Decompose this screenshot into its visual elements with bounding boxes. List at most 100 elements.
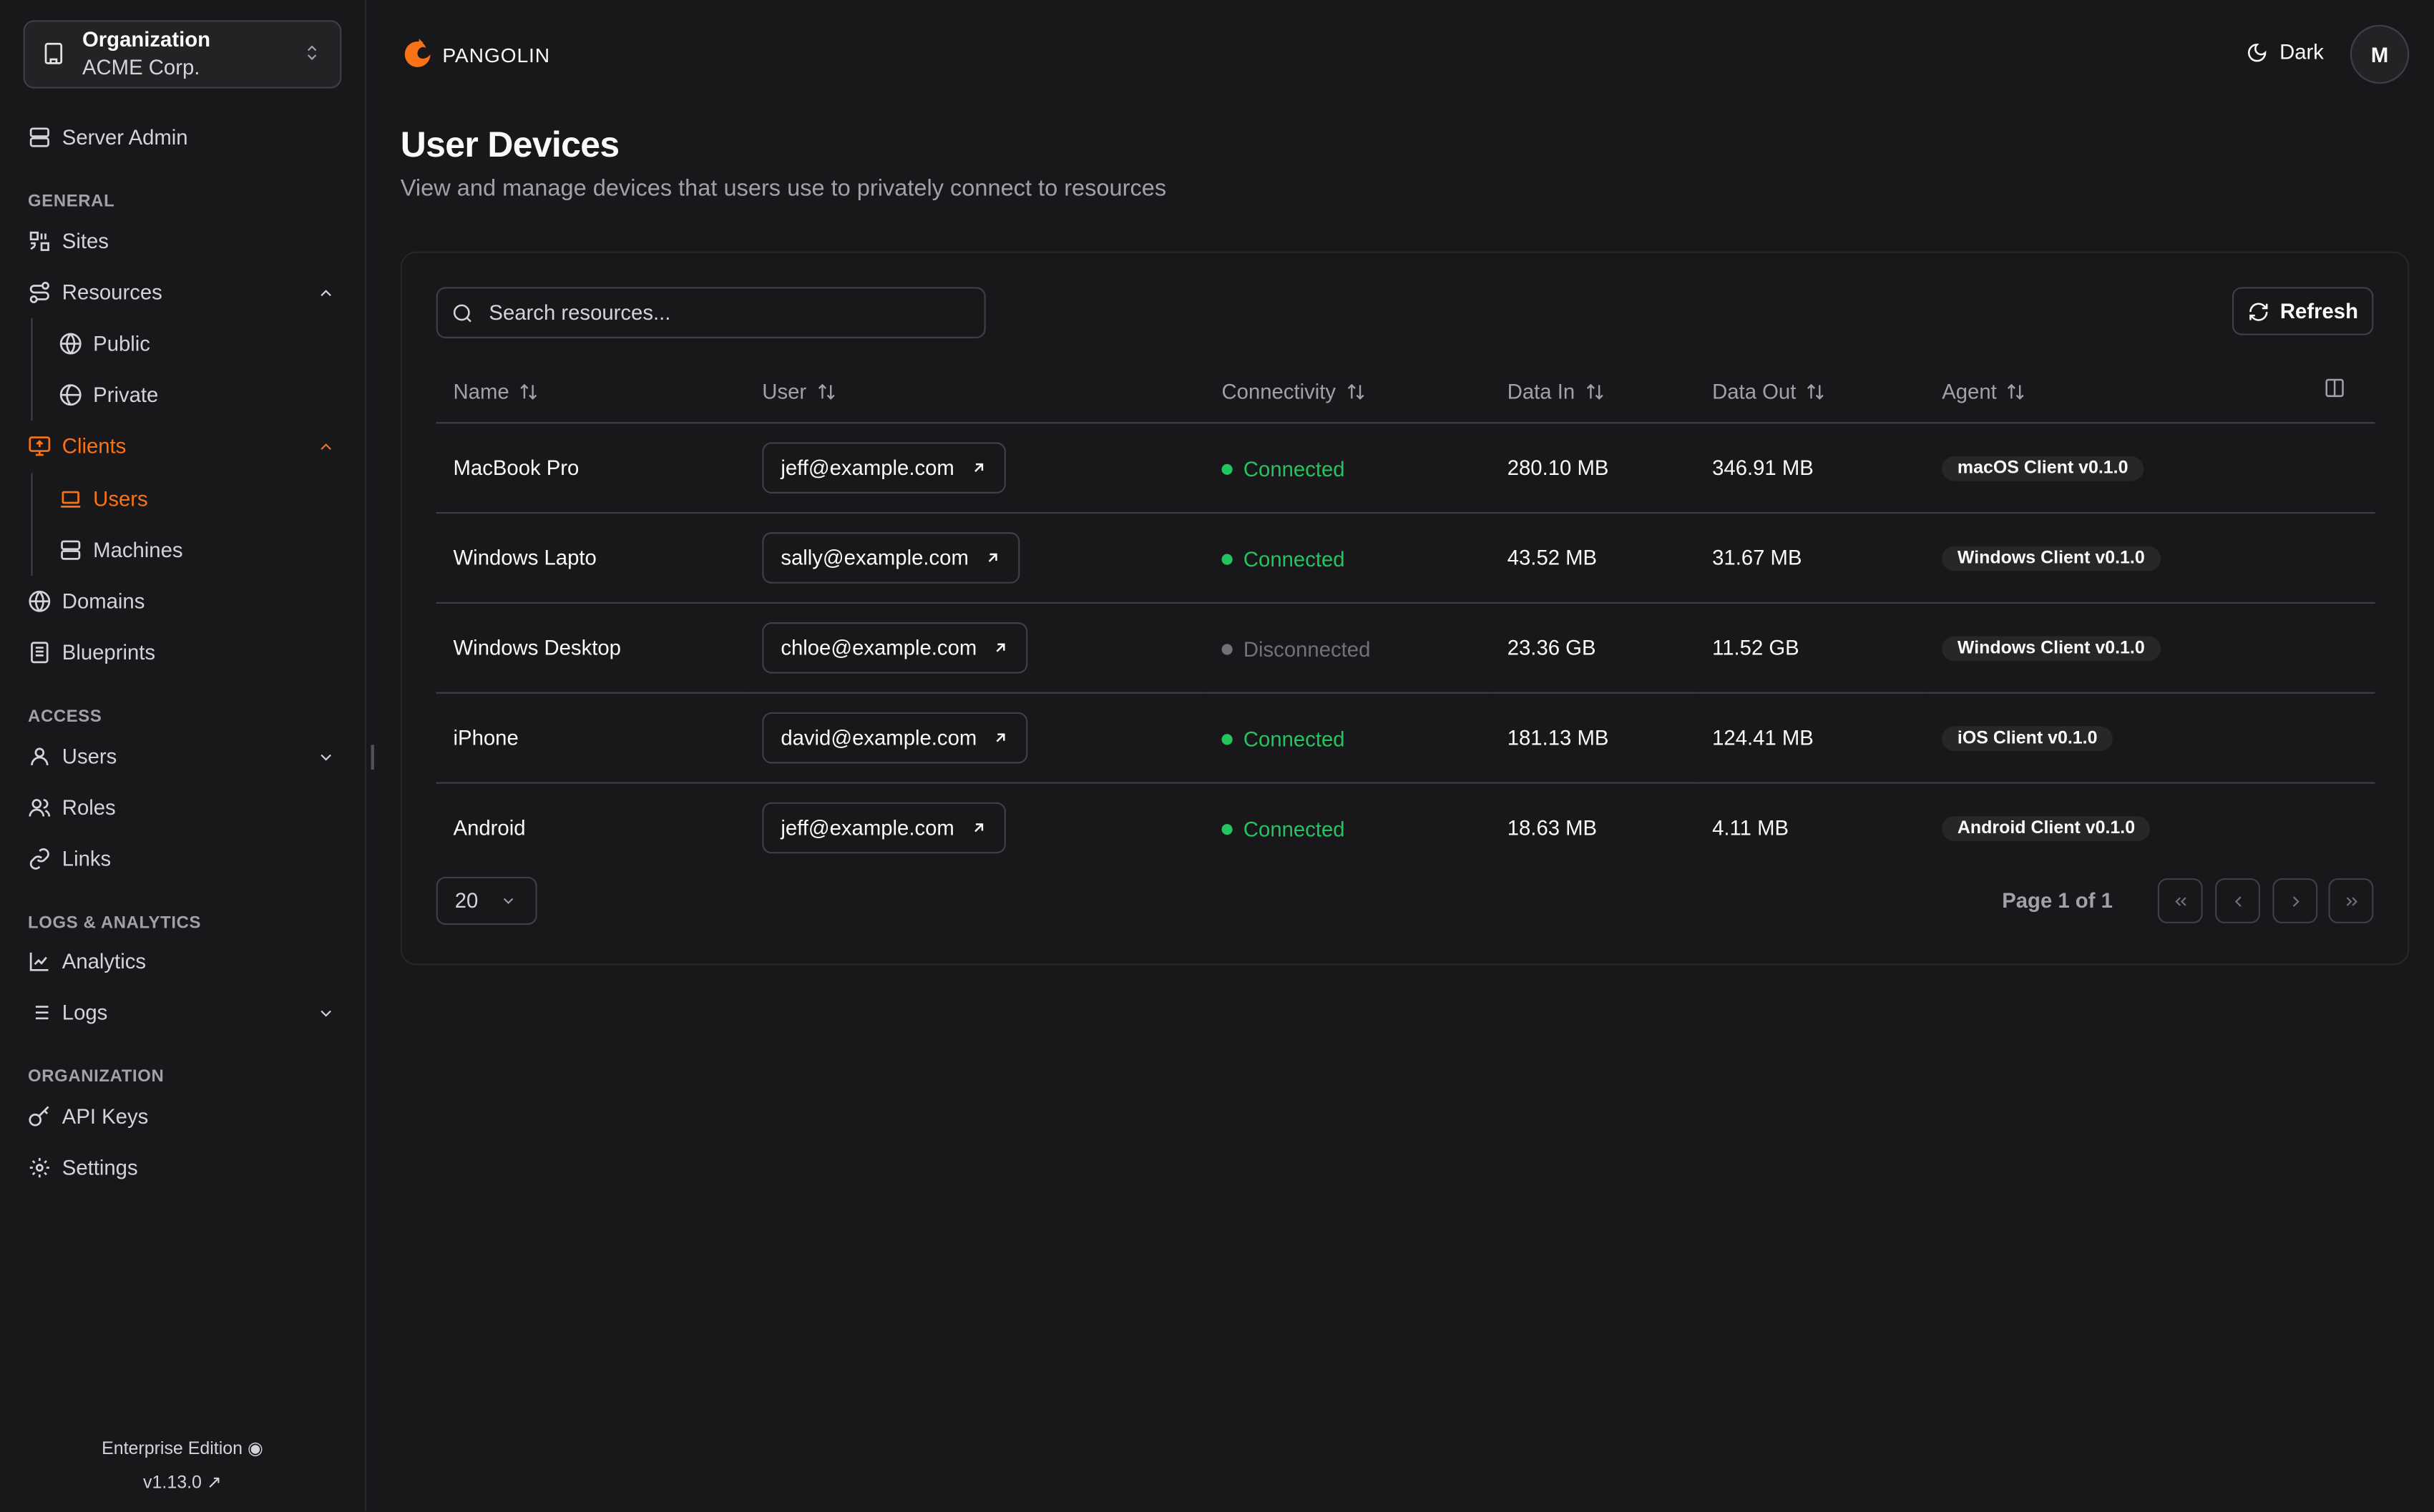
data-out: 11.52 GB — [1695, 602, 1925, 694]
last-page-button[interactable] — [2328, 878, 2374, 923]
connectivity-cell: Disconnected — [1204, 602, 1490, 694]
user-cell: sally@example.com — [745, 513, 1205, 604]
sidebar-item-label: Logs — [62, 1001, 108, 1024]
status-text: Disconnected — [1243, 637, 1371, 661]
data-in: 181.13 MB — [1490, 692, 1696, 784]
agent-badge: iOS Client v0.1.0 — [1942, 726, 2113, 752]
sidebar-item-label: Roles — [62, 796, 116, 820]
table-row[interactable]: Windows Desktop chloe@example.com Disconne… — [436, 602, 2375, 694]
user-cell: david@example.com — [745, 692, 1205, 784]
column-header-connectivity[interactable]: Connectivity — [1204, 361, 1490, 424]
chevron-right-icon — [2292, 895, 2299, 906]
sidebar-item-server-admin[interactable]: Server Admin — [28, 126, 338, 149]
sidebar-resize-handle[interactable] — [371, 745, 374, 770]
page-size-value: 20 — [454, 889, 479, 913]
first-page-button[interactable] — [2157, 878, 2203, 923]
user-link[interactable]: jeff@example.com — [762, 802, 1006, 854]
table-row[interactable]: Android jeff@example.com Connected 18.63 MB… — [436, 783, 2375, 873]
building-icon — [44, 42, 63, 64]
brand-name: PANGOLIN — [442, 42, 550, 67]
prev-page-button[interactable] — [2215, 878, 2260, 923]
user-link[interactable]: david@example.com — [762, 712, 1028, 764]
sidebar-item-access-users[interactable]: Users — [28, 745, 338, 768]
sidebar-item-domains[interactable]: Domains — [28, 589, 338, 613]
device-name: iPhone — [436, 692, 746, 784]
arrow-up-right-icon — [974, 823, 983, 833]
agent-badge: Android Client v0.1.0 — [1942, 816, 2151, 841]
user-email: david@example.com — [781, 726, 977, 750]
theme-toggle[interactable]: Dark — [2247, 40, 2324, 64]
edition-label[interactable]: Enterprise Edition ◉ — [0, 1437, 365, 1458]
gear-icon — [29, 1158, 49, 1178]
device-name: Windows Desktop — [436, 602, 746, 694]
main: PANGOLIN Dark M User Devices View and ma… — [366, 0, 2434, 1511]
sidebar-item-label: API Keys — [62, 1104, 149, 1129]
column-label: Name — [453, 380, 509, 404]
device-name: Windows Lapto — [436, 513, 746, 604]
status-dot — [1221, 643, 1233, 654]
column-header-user[interactable]: User — [745, 361, 1205, 424]
sidebar-item-private[interactable]: Private — [59, 383, 338, 406]
column-header-data-out[interactable]: Data Out — [1695, 361, 1925, 424]
sidebar-item-roles[interactable]: Roles — [28, 796, 338, 820]
user-email: jeff@example.com — [781, 456, 954, 480]
user-link[interactable]: jeff@example.com — [762, 442, 1006, 494]
avatar[interactable]: M — [2350, 24, 2410, 84]
sidebar-item-label: Analytics — [62, 949, 147, 973]
refresh-button[interactable]: Refresh — [2232, 287, 2374, 335]
arrow-up-right-icon — [997, 643, 1006, 652]
connectivity-cell: Connected — [1204, 513, 1490, 604]
user-icon — [31, 747, 49, 766]
edition-text: Enterprise Edition — [102, 1440, 243, 1459]
sidebar-item-logs[interactable]: Logs — [28, 1001, 338, 1024]
sidebar-item-label: Clients — [62, 434, 127, 458]
external-link-icon: ↗ — [206, 1474, 222, 1493]
org-name: ACME Corp. — [82, 56, 200, 79]
globe-icon — [29, 590, 51, 612]
sidebar-item-resources[interactable]: Resources — [28, 281, 338, 304]
user-link[interactable]: sally@example.com — [762, 532, 1020, 584]
org-switcher[interactable]: Organization ACME Corp. — [23, 20, 342, 89]
chevron-up-icon — [321, 442, 331, 449]
chevron-down-icon — [321, 753, 331, 760]
sidebar-item-label: Server Admin — [62, 125, 188, 149]
sidebar-item-api-keys[interactable]: API Keys — [28, 1104, 338, 1129]
sidebar: Organization ACME Corp. Server Admin GEN… — [0, 0, 367, 1512]
sidebar-item-settings[interactable]: Settings — [28, 1156, 338, 1179]
sidebar-item-users[interactable]: Users — [59, 487, 338, 511]
table-row[interactable]: Windows Lapto sally@example.com Connected 4… — [436, 513, 2375, 604]
search-input[interactable] — [486, 299, 958, 326]
device-name: Android — [453, 816, 526, 840]
columns-toggle-icon[interactable] — [2324, 377, 2345, 398]
sidebar-item-links[interactable]: Links — [28, 848, 338, 870]
sidebar-item-blueprints[interactable]: Blueprints — [28, 641, 338, 664]
column-header-data-in[interactable]: Data In — [1490, 361, 1696, 424]
sidebar-item-machines[interactable]: Machines — [59, 539, 338, 561]
globe-icon — [59, 333, 82, 355]
sidebar-item-public[interactable]: Public — [59, 332, 338, 355]
page-size-select[interactable]: 20 — [436, 876, 537, 926]
moon-icon — [2249, 43, 2267, 62]
column-header-agent[interactable]: Agent — [1925, 361, 2375, 424]
column-label: Data In — [1507, 380, 1575, 404]
user-link[interactable]: chloe@example.com — [762, 622, 1028, 674]
laptop-icon — [61, 491, 81, 508]
sidebar-item-analytics[interactable]: Analytics — [28, 950, 338, 973]
brand-logo[interactable]: PANGOLIN — [401, 37, 550, 72]
section-general: GENERAL — [28, 192, 115, 212]
sidebar-item-clients[interactable]: Clients — [28, 434, 338, 458]
next-page-button[interactable] — [2272, 878, 2318, 923]
status-dot — [1221, 463, 1233, 474]
column-header-name[interactable]: Name — [436, 361, 746, 424]
sidebar-item-label: Public — [93, 332, 150, 355]
column-label: Agent — [1942, 380, 1997, 404]
connectivity-cell: Connected — [1205, 783, 1490, 873]
version-link[interactable]: v1.13.0 ↗ — [0, 1471, 365, 1493]
column-label: Connectivity — [1221, 380, 1336, 404]
column-label: User — [762, 380, 807, 404]
table-row[interactable]: MacBook Pro jeff@example.com Connected 280.… — [436, 423, 2375, 514]
sidebar-item-label: Sites — [62, 230, 109, 253]
table-row[interactable]: iPhone david@example.com Connected 181.13 M… — [436, 692, 2375, 784]
sidebar-item-sites[interactable]: Sites — [28, 230, 338, 253]
sites-icon — [29, 231, 49, 251]
